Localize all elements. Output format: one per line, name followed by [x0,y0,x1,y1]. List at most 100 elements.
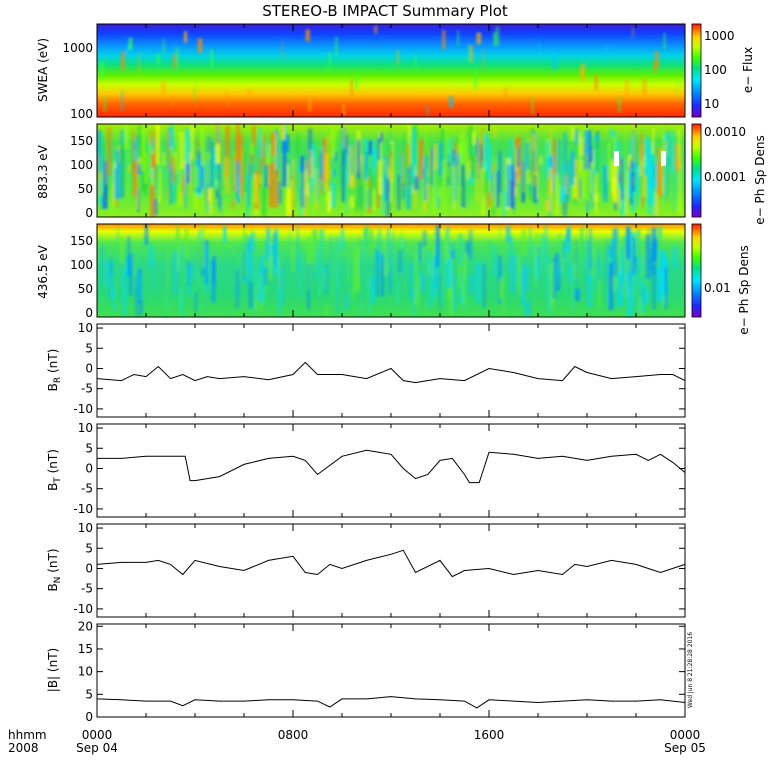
spectrogram-texture-mark [402,150,404,189]
spectrogram-texture-mark [642,175,646,198]
spectrogram-texture-mark [300,172,303,215]
spectrogram-texture-mark [447,258,451,288]
spectrogram-texture-mark [184,165,187,209]
spectrogram-texture-mark [160,291,163,301]
swea-cbar-tick: 1000 [704,29,735,43]
spectrogram-texture-mark [522,162,525,193]
spectrogram-texture-mark [496,171,500,208]
spectrogram-texture-mark [215,185,218,198]
spectrogram-texture-mark [640,282,646,313]
spectrogram-texture-mark [407,143,410,188]
spectrogram-texture-mark [242,150,247,193]
spectrogram-texture-mark [594,75,598,90]
spectrogram-texture-mark [476,137,479,180]
spectrogram-texture-mark [367,282,371,314]
spectrogram-texture-mark [112,287,116,312]
spectrogram-texture-mark [162,152,166,166]
spectrogram-texture-mark [155,124,160,165]
spectrogram-texture-mark [549,167,553,192]
spectrogram-texture-mark [666,157,668,201]
spectrogram-texture-mark [467,154,471,178]
ytick-label: 20 [78,619,93,633]
spectrogram-texture-mark [128,164,131,174]
spectrogram-texture-mark [223,225,227,243]
spectrogram-texture-mark [309,168,312,186]
spectrogram-texture-mark [128,253,134,296]
swea-spectrogram-panel: 1000 100 SWEA (eV) 1000 100 10 e− Flux [36,23,755,121]
spectrogram-texture-mark [328,52,332,72]
spectrogram-texture-mark [389,129,391,172]
spectrogram-texture-mark [123,259,126,272]
spectrogram-texture-mark [137,125,142,136]
spectrogram-texture-mark [100,294,104,303]
spectrogram-texture-mark [350,142,354,175]
ytick-label: 5 [85,341,93,355]
pad883-cbar-label: e− Ph Sp Dens [753,135,767,224]
spectrogram-texture-mark [664,175,666,198]
spectrogram-texture-mark [412,186,414,195]
spectrogram-texture-mark [343,178,346,202]
spectrogram-texture-mark [629,280,632,310]
spectrogram-texture-mark [266,144,271,185]
spectrogram-texture-mark [562,165,564,200]
spectrogram-texture-mark [138,273,141,301]
spectrogram-texture-mark [287,164,290,213]
ytick-label: -5 [81,382,93,396]
spectrogram-texture-mark [656,269,662,302]
spectrogram-texture-mark [183,160,186,189]
spectrogram-texture-mark [551,269,554,299]
spectrogram-texture-mark [342,103,345,116]
spectrogram-texture-mark [483,170,489,195]
spectrogram-texture-mark [529,159,535,200]
spectrogram-texture-mark [459,133,464,180]
spectrogram-texture-mark [217,164,221,208]
spectrogram-texture-mark [448,287,454,315]
spectrogram-texture-mark [264,164,269,188]
spectrogram-texture-mark [148,131,152,144]
spectrogram-texture-mark [266,256,269,272]
spectrogram-texture-mark [109,261,113,300]
spectrogram-texture-mark [531,97,534,115]
spectrogram-texture-mark [184,31,187,43]
spectrogram-texture-mark [105,259,108,287]
spectrogram-texture-mark [263,266,268,286]
spectrogram-texture-mark [224,250,229,262]
spectrogram-texture-mark [121,91,123,111]
bt-ylabel: BT (nT) [46,449,63,491]
spectrogram-texture-mark [385,178,391,217]
spectrogram-texture-mark [617,273,622,307]
spectrogram-texture-mark [587,274,592,308]
spectrogram-texture-mark [638,255,643,288]
spectrogram-texture-mark [461,263,466,305]
spectrogram-texture-mark [641,195,644,207]
spectrogram-texture-mark [545,200,550,211]
ytick-label: 0 [85,561,93,575]
spectrogram-texture-mark [510,164,515,209]
spectrogram-texture-mark [422,179,425,208]
spectrogram-texture-mark [407,125,411,165]
spectrogram-texture-mark [383,241,389,277]
spectrogram-texture-mark [340,229,345,250]
spectrogram-texture-mark [319,152,324,180]
spectrogram-texture-mark [536,171,539,199]
spectrogram-texture-mark [402,182,405,200]
spectrogram-texture-mark [663,33,666,50]
spectrogram-texture-mark [350,196,354,208]
spectrogram-texture-mark [374,25,378,34]
br-frame [96,323,686,418]
spectrogram-texture-mark [363,230,366,266]
spectrogram-texture-mark [403,142,405,186]
spectrogram-texture-mark [474,70,477,89]
pad436-ylabel: 436.5 eV [36,244,50,299]
pad883-ytick-label: 0 [85,206,93,220]
spectrogram-texture-mark [182,174,185,190]
spectrogram-texture-mark [497,255,502,304]
spectrogram-texture-mark [591,258,594,292]
spectrogram-texture-mark [468,126,473,161]
spectrogram-texture-mark [441,128,445,172]
spectrogram-texture-mark [638,272,642,307]
spectrogram-texture-mark [250,149,254,164]
spectrogram-texture-mark [648,153,654,205]
spectrogram-texture-mark [570,264,575,313]
spectrogram-texture-mark [281,40,284,60]
